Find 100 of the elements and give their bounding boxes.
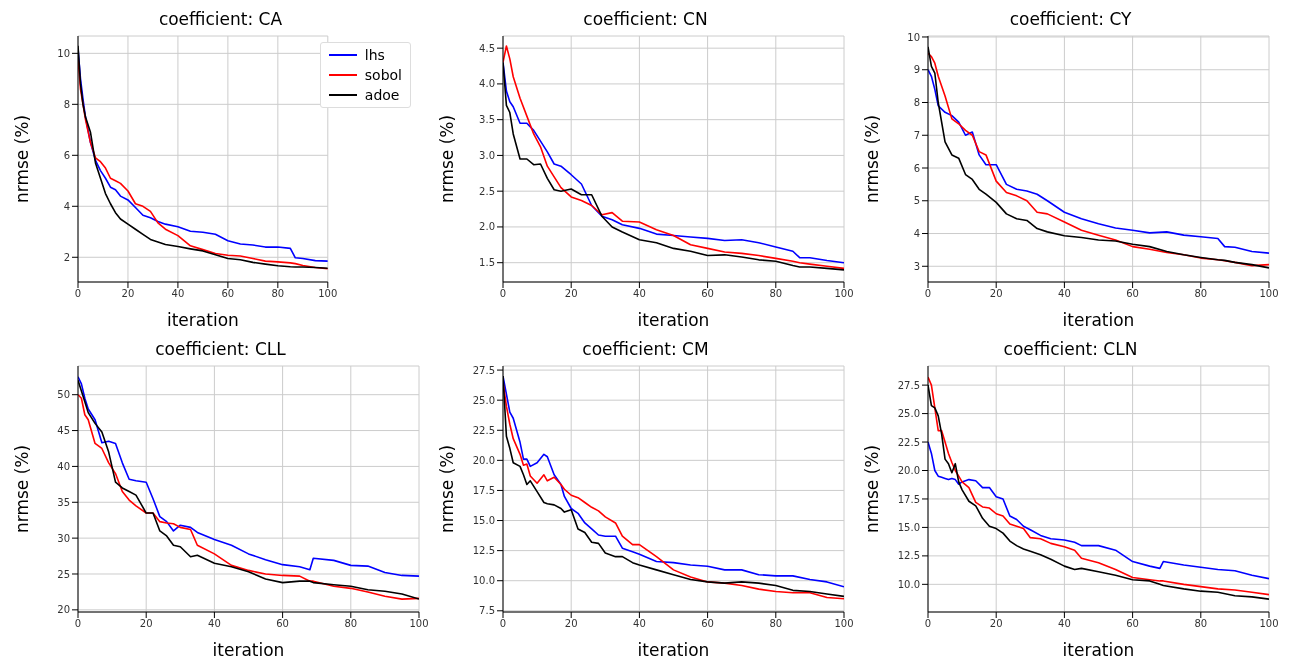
y-axis-title: nrmse (%) bbox=[437, 114, 458, 204]
y-tick-label: 25 bbox=[57, 568, 70, 580]
y-tick-label: 22.5 bbox=[897, 436, 920, 448]
x-tick-label: 60 bbox=[701, 618, 714, 630]
y-tick-label: 30 bbox=[57, 532, 70, 544]
x-tick-label: 100 bbox=[834, 288, 854, 300]
x-tick-label: 40 bbox=[1058, 618, 1071, 630]
x-tick-label: 60 bbox=[1126, 618, 1139, 630]
y-tick-label: 45 bbox=[57, 425, 70, 437]
y-tick-label: 9 bbox=[913, 64, 920, 76]
x-tick-label: 40 bbox=[633, 288, 646, 300]
chart-title: coefficient: CLL bbox=[154, 338, 287, 360]
x-axis-title: iteration bbox=[1062, 310, 1135, 330]
y-tick-label: 6 bbox=[913, 162, 920, 174]
legend-label: sobol bbox=[364, 66, 402, 85]
legend-label: lhs bbox=[364, 46, 385, 65]
x-tick-label: 80 bbox=[271, 288, 285, 300]
y-tick-label: 7 bbox=[913, 129, 920, 141]
chart-title: coefficient: CLN bbox=[1002, 338, 1139, 360]
x-tick-label: 80 bbox=[1194, 618, 1208, 630]
x-tick-label: 20 bbox=[564, 288, 578, 300]
y-tick-label: 20.0 bbox=[897, 465, 920, 477]
y-tick-label: 6 bbox=[63, 149, 70, 161]
x-tick-label: 40 bbox=[633, 618, 646, 630]
x-tick-label: 60 bbox=[701, 288, 714, 300]
y-tick-label: 10.0 bbox=[897, 578, 920, 590]
x-tick-label: 100 bbox=[834, 618, 854, 630]
y-tick-label: 25.0 bbox=[472, 394, 495, 406]
chart-title: coefficient: CN bbox=[582, 8, 709, 30]
y-tick-label: 15.0 bbox=[897, 521, 920, 533]
y-tick-label: 12.5 bbox=[472, 545, 495, 557]
y-tick-label: 8 bbox=[913, 97, 920, 109]
x-tick-label: 80 bbox=[344, 618, 358, 630]
y-tick-label: 4.5 bbox=[479, 42, 495, 54]
line-series bbox=[928, 441, 1269, 580]
y-axis-title: nrmse (%) bbox=[862, 114, 883, 204]
x-tick-label: 0 bbox=[499, 618, 507, 630]
x-tick-label: 80 bbox=[1194, 288, 1208, 300]
x-axis-title: iteration bbox=[637, 640, 710, 657]
x-tick-label: 100 bbox=[1259, 288, 1279, 300]
x-tick-label: 0 bbox=[74, 288, 82, 300]
y-axis-title: nrmse (%) bbox=[437, 444, 458, 534]
x-tick-label: 20 bbox=[564, 618, 578, 630]
y-tick-label: 3 bbox=[913, 260, 920, 272]
x-tick-label: 40 bbox=[208, 618, 221, 630]
x-axis-title: iteration bbox=[637, 310, 710, 330]
y-tick-label: 15.0 bbox=[472, 515, 495, 527]
x-tick-label: 80 bbox=[769, 618, 783, 630]
y-tick-label: 1.5 bbox=[479, 257, 495, 269]
x-tick-label: 0 bbox=[924, 618, 932, 630]
x-tick-label: 0 bbox=[74, 618, 82, 630]
y-tick-label: 2.0 bbox=[479, 221, 495, 233]
y-tick-label: 8 bbox=[63, 98, 70, 110]
y-tick-label: 4 bbox=[63, 200, 70, 212]
y-tick-label: 12.5 bbox=[897, 550, 920, 562]
x-tick-label: 0 bbox=[499, 288, 507, 300]
x-axis-title: iteration bbox=[166, 310, 239, 330]
y-tick-label: 17.5 bbox=[897, 493, 920, 505]
x-tick-label: 40 bbox=[171, 288, 185, 300]
x-tick-label: 100 bbox=[1259, 618, 1279, 630]
y-tick-label: 10.0 bbox=[472, 575, 495, 587]
x-tick-label: 0 bbox=[924, 288, 932, 300]
y-tick-label: 3.5 bbox=[479, 114, 495, 126]
y-tick-label: 4.0 bbox=[479, 78, 495, 90]
x-tick-label: 100 bbox=[318, 288, 338, 300]
y-tick-label: 10 bbox=[907, 31, 920, 43]
y-tick-label: 3.0 bbox=[479, 149, 495, 161]
x-axis-title: iteration bbox=[1062, 640, 1135, 657]
y-tick-label: 2 bbox=[63, 251, 70, 263]
y-tick-label: 20 bbox=[57, 604, 70, 616]
y-tick-label: 5 bbox=[913, 195, 920, 207]
x-tick-label: 20 bbox=[989, 288, 1003, 300]
y-tick-label: 27.5 bbox=[897, 379, 920, 391]
y-tick-label: 2.5 bbox=[479, 185, 495, 197]
y-axis-title: nrmse (%) bbox=[12, 444, 33, 534]
y-tick-label: 22.5 bbox=[472, 424, 495, 436]
x-tick-label: 100 bbox=[409, 618, 429, 630]
x-tick-label: 40 bbox=[1058, 288, 1071, 300]
x-tick-label: 20 bbox=[139, 618, 153, 630]
x-tick-label: 60 bbox=[276, 618, 289, 630]
y-tick-label: 25.0 bbox=[897, 408, 920, 420]
x-tick-label: 20 bbox=[121, 288, 135, 300]
y-tick-label: 20.0 bbox=[472, 454, 495, 466]
y-tick-label: 17.5 bbox=[472, 484, 495, 496]
x-tick-label: 60 bbox=[1126, 288, 1139, 300]
y-axis-title: nrmse (%) bbox=[862, 444, 883, 534]
chart-title: coefficient: CM bbox=[581, 338, 710, 360]
y-tick-label: 35 bbox=[57, 496, 70, 508]
y-tick-label: 40 bbox=[57, 460, 70, 472]
y-tick-label: 7.5 bbox=[479, 605, 495, 617]
y-tick-label: 4 bbox=[913, 228, 920, 240]
x-tick-label: 60 bbox=[221, 288, 235, 300]
chart-title: coefficient: CY bbox=[1008, 8, 1133, 30]
x-axis-title: iteration bbox=[212, 640, 285, 657]
chart-title: coefficient: CA bbox=[157, 8, 284, 30]
y-tick-label: 27.5 bbox=[472, 364, 495, 376]
x-tick-label: 80 bbox=[769, 288, 783, 300]
x-tick-label: 20 bbox=[989, 618, 1003, 630]
y-tick-label: 50 bbox=[57, 389, 70, 401]
y-axis-title: nrmse (%) bbox=[12, 114, 33, 204]
